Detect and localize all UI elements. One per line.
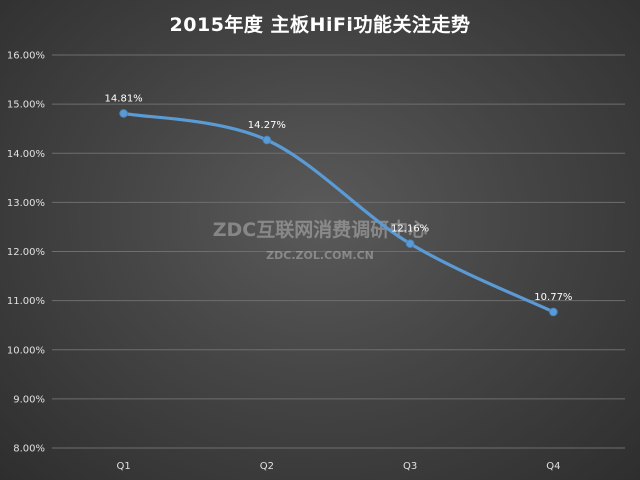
y-tick-label: 9.00%	[13, 394, 45, 405]
data-labels: 14.81% 14.27% 12.16% 10.77%	[105, 93, 573, 302]
x-tick-label: Q4	[546, 461, 560, 472]
y-tick-label: 16.00%	[7, 51, 45, 62]
chart-title: 2015年度 主板HiFi功能关注走势	[169, 14, 471, 36]
x-tick-label: Q2	[260, 461, 274, 472]
y-tick-label: 13.00%	[7, 198, 45, 209]
series	[119, 109, 558, 317]
y-tick-label: 15.00%	[7, 100, 45, 111]
data-label: 14.81%	[105, 93, 143, 104]
data-label: 14.27%	[248, 120, 286, 131]
y-tick-label: 8.00%	[13, 444, 45, 455]
watermark-main-text: ZDC互联网消费调研中心	[213, 218, 428, 241]
x-axis-ticks: Q1 Q2 Q3 Q4	[117, 461, 561, 472]
data-point	[119, 109, 128, 118]
y-tick-label: 14.00%	[7, 149, 45, 160]
data-label: 10.77%	[534, 292, 572, 303]
y-tick-label: 12.00%	[7, 247, 45, 258]
watermark: ZDC互联网消费调研中心 ZDC.ZOL.COM.CN	[213, 218, 428, 262]
series-line	[122, 111, 555, 314]
data-point	[405, 239, 415, 248]
y-tick-label: 10.00%	[7, 345, 45, 356]
data-label: 12.16%	[391, 224, 429, 235]
y-axis-ticks: 8.00% 9.00% 10.00% 11.00% 12.00% 13.00% 14.00%…	[7, 51, 45, 455]
x-tick-label: Q1	[117, 461, 131, 472]
x-tick-label: Q3	[403, 461, 417, 472]
data-point	[262, 135, 272, 145]
data-point	[549, 307, 558, 317]
y-tick-label: 11.00%	[7, 296, 45, 307]
watermark-sub-text: ZDC.ZOL.COM.CN	[266, 249, 374, 262]
